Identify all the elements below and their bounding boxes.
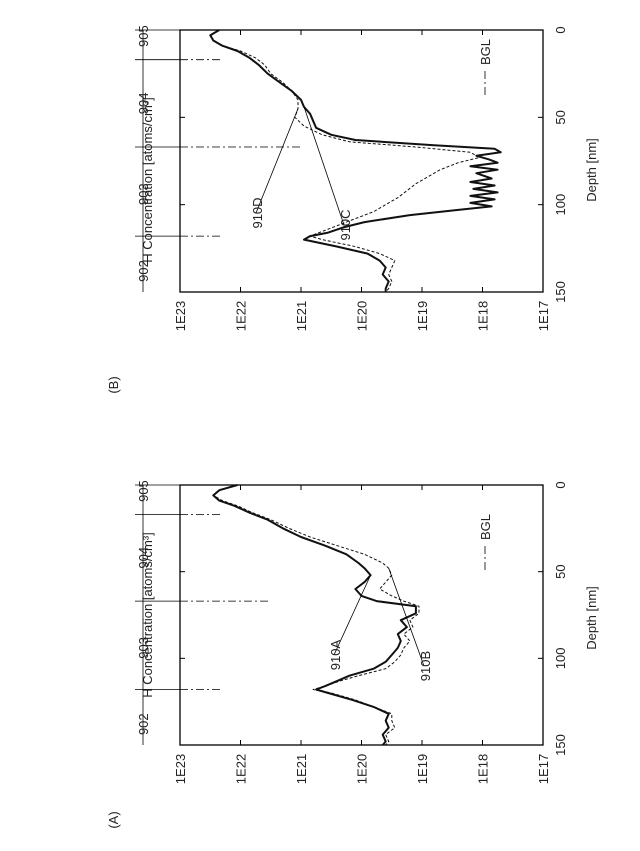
panel-b-region-label: 904 <box>136 93 151 115</box>
panel-b-ytick-label: 1E23 <box>173 301 188 331</box>
panel-b: (B) H Concentration [atoms/cm³] Depth [n… <box>106 25 599 393</box>
panel-a-region-label: 905 <box>136 480 151 502</box>
panel-b-series <box>210 30 500 292</box>
panel-a-label: (A) <box>106 811 121 828</box>
panel-a-xtick-label: 150 <box>553 734 568 756</box>
panel-a-xtick-label: 0 <box>553 481 568 488</box>
panel-a-ytick-label: 1E20 <box>355 754 370 784</box>
panel-a-annotations: 910A 910B BGL <box>328 514 493 681</box>
panel-a-region-guides: 905 904 903 902 <box>135 480 270 745</box>
panel-b-ytick-label: 1E19 <box>415 301 430 331</box>
panel-a-region-label: 904 <box>136 547 151 569</box>
panel-a-region-label: 902 <box>136 713 151 735</box>
panel-b-bgl-label: BGL <box>478 39 493 65</box>
panel-a-bgl-label: BGL <box>478 514 493 540</box>
panel-b-xtick-label: 150 <box>553 281 568 303</box>
panel-a-ticks: 1E17 1E18 1E19 1E20 1E21 1E22 1E23 0 50 100 150 <box>173 481 568 784</box>
panel-a-annotation-label: 910B <box>418 651 433 681</box>
panel-b-label: (B) <box>106 376 121 393</box>
panel-b-region-guides: 905 904 903 902 <box>135 25 300 292</box>
panel-b-ytick-label: 1E21 <box>294 301 309 331</box>
panel-a-ytick-label: 1E21 <box>294 754 309 784</box>
panel-b-ytick-label: 1E20 <box>355 301 370 331</box>
panel-a-series <box>213 485 419 745</box>
panel-a-series-910b <box>213 485 419 745</box>
panel-b-annotation-leader <box>256 109 298 213</box>
panel-b-region-label: 902 <box>136 260 151 282</box>
panel-b-ticks: 1E17 1E18 1E19 1E20 1E21 1E22 1E23 0 50 100 150 <box>173 26 568 331</box>
panel-b-annotation-label: 910C <box>338 209 353 240</box>
panel-b-annotation-label: 910D <box>250 197 265 228</box>
panel-b-series-910d <box>210 30 479 292</box>
panel-b-ylabel: H Concentration [atoms/cm³] <box>140 97 155 262</box>
panel-b-region-label: 905 <box>136 25 151 47</box>
panel-b-xtick-label: 50 <box>553 110 568 124</box>
panel-b-xlabel: Depth [nm] <box>584 138 599 202</box>
panel-a-ytick-label: 1E19 <box>415 754 430 784</box>
panel-a: (A) H Concentration [atoms/cm³] Depth [n… <box>106 480 599 828</box>
panel-b-ytick-label: 1E18 <box>476 301 491 331</box>
panel-a-series-910a <box>213 485 416 745</box>
panel-a-xtick-label: 50 <box>553 564 568 578</box>
panel-b-xtick-label: 100 <box>553 194 568 216</box>
panel-a-ytick-label: 1E22 <box>234 754 249 784</box>
panel-a-region-label: 903 <box>136 637 151 659</box>
panel-a-ytick-label: 1E18 <box>476 754 491 784</box>
panel-a-xtick-label: 100 <box>553 647 568 669</box>
panel-a-xlabel: Depth [nm] <box>584 586 599 650</box>
panel-a-annotation-label: 910A <box>328 639 343 670</box>
panel-b-ytick-label: 1E22 <box>234 301 249 331</box>
panel-a-ytick-label: 1E17 <box>536 754 551 784</box>
panel-a-ytick-label: 1E23 <box>173 754 188 784</box>
panel-b-series-910c <box>210 30 500 292</box>
panel-b-region-label: 903 <box>136 183 151 205</box>
panel-b-ytick-label: 1E17 <box>536 301 551 331</box>
panel-b-xtick-label: 0 <box>553 26 568 33</box>
panel-b-annotation-leader <box>304 107 344 225</box>
